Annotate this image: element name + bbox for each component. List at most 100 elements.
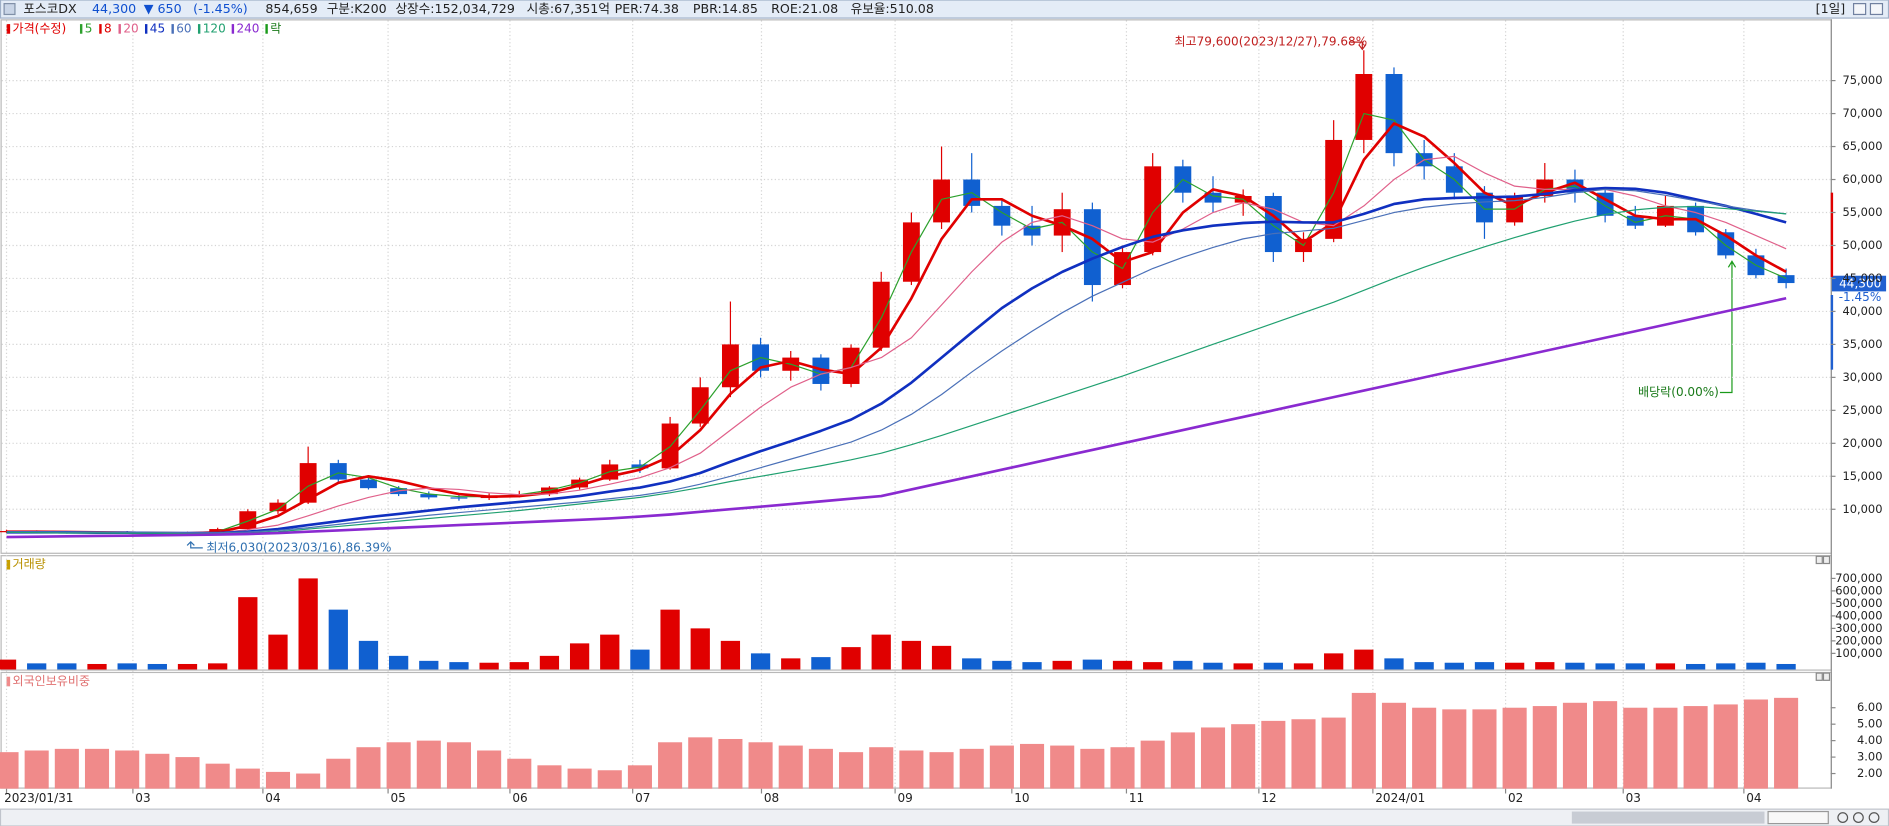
foreign-ratio-bar [1261,720,1286,789]
candle-body [721,344,739,388]
foreign-ratio-bar [778,745,803,789]
legend-swatch [231,24,235,34]
volume-bar [1505,662,1525,670]
legend-swatch [144,24,148,34]
last-change-label: -1.45% [1839,290,1882,304]
stock-market-cap: 시총:67,351억 [527,1,610,16]
volume-bar [1746,662,1766,670]
y-tick-label: 45,000 [1843,271,1883,285]
volume-panel-button[interactable] [1815,555,1823,565]
ma-line [6,155,1787,534]
low-annotation: 최저6,030(2023/03/16),86.39% [206,540,391,554]
zoom-out-button[interactable] [1837,812,1849,823]
foreign-ratio-bar [1743,699,1768,789]
dividend-arrow [1719,260,1737,394]
dividend-annotation: 배당락(0.00%) [1638,385,1719,399]
candle-body [1777,275,1795,284]
foreign-ratio-bar [265,771,291,789]
legend-label: 5 [85,21,93,35]
foreign-panel-button[interactable] [1815,672,1823,681]
volume-bar [268,634,288,670]
volume-title: 거래량 [13,557,46,571]
volume-bar [871,634,891,670]
volume-bar [208,663,228,670]
foreign-ratio-bar [1442,709,1467,789]
stock-name: 포스코DX [23,1,77,16]
foreign-ratio-bar [1623,707,1648,789]
volume-bar [630,649,650,670]
volume-bar [1685,663,1706,670]
legend-label: 20 [123,21,138,35]
volume-bar [962,658,982,670]
stock-shares: 상장수:152,034,729 [395,1,514,16]
y-tick-label: 25,000 [1843,403,1883,417]
header-icon[interactable] [3,3,16,16]
foreign-ratio-bar [1019,743,1045,789]
volume-bar [1414,662,1434,670]
low-arrow [186,540,203,549]
close-button[interactable] [1869,3,1884,16]
volume-panel-close[interactable] [1822,555,1831,565]
foreign-ratio-bar [1653,707,1678,789]
foreign-ratio-bar [1502,707,1527,789]
volume-bar [1082,659,1102,670]
volume-bar [1625,663,1645,670]
x-tick-label: 04 [265,791,280,805]
volume-bar [147,663,167,670]
y-tick-label: 5.00 [1857,717,1882,731]
scrollbar-thumb[interactable] [1571,811,1765,824]
volume-bar [1324,653,1344,670]
y-tick-label: 55,000 [1843,205,1883,219]
volume-bar [328,609,348,670]
legend-candle: 가격(수정) [13,21,67,35]
x-tick-label: 07 [635,791,650,805]
foreign-ratio-bar [145,753,170,789]
volume-bar [1173,660,1193,670]
x-tick-label: 06 [512,791,527,805]
volume-bar [449,662,469,670]
legend-label: 8 [104,21,112,35]
volume-bar [1776,663,1796,670]
foreign-ratio-bar [597,770,622,789]
foreign-ratio-bar [1321,717,1346,789]
candle-body [1144,166,1162,253]
window-button[interactable] [1852,3,1867,16]
candle-body [420,494,438,498]
foreign-ratio-bar [1170,732,1195,789]
candle-body [1325,139,1343,239]
foreign-ratio-bar [416,740,441,789]
foreign-ratio-bar [748,742,773,789]
foreign-ratio-bar [1774,697,1799,789]
ma-line [6,112,1787,534]
foreign-ratio-bar [0,752,19,789]
foreign-panel-close[interactable] [1822,672,1831,681]
zoom-reset-button[interactable] [1868,812,1880,823]
volume-bar [660,609,680,670]
zoom-in-button[interactable] [1852,812,1864,823]
volume-bar [750,653,771,670]
volume-bar [569,643,590,670]
foreign-ratio-bar [205,763,230,789]
foreign-ratio-bar [989,745,1014,789]
zoom-slider[interactable] [1767,810,1829,825]
volume-bar [901,640,922,670]
volume-bar [388,655,409,670]
foreign-ratio-bar [24,750,49,789]
foreign-ratio-bar [929,752,954,789]
y-tick-label: 300,000 [1835,621,1882,635]
volume-bar [1022,662,1042,670]
volume-bar [27,663,47,670]
foreign-ratio-bar [1713,704,1738,789]
volume-bar [117,663,137,670]
volume-bar [1655,663,1676,670]
volume-bar [1384,658,1404,670]
y-tick-label: 100,000 [1835,646,1882,660]
ma-line [6,186,1787,535]
y-tick-label: 500,000 [1835,596,1882,610]
x-tick-label: 12 [1261,791,1276,805]
foreign-ratio-bar [627,765,652,789]
y-tick-label: 2.00 [1857,766,1882,780]
period-button[interactable]: [1일] [1816,1,1846,16]
stock-roe: ROE:21.08 [771,1,838,16]
